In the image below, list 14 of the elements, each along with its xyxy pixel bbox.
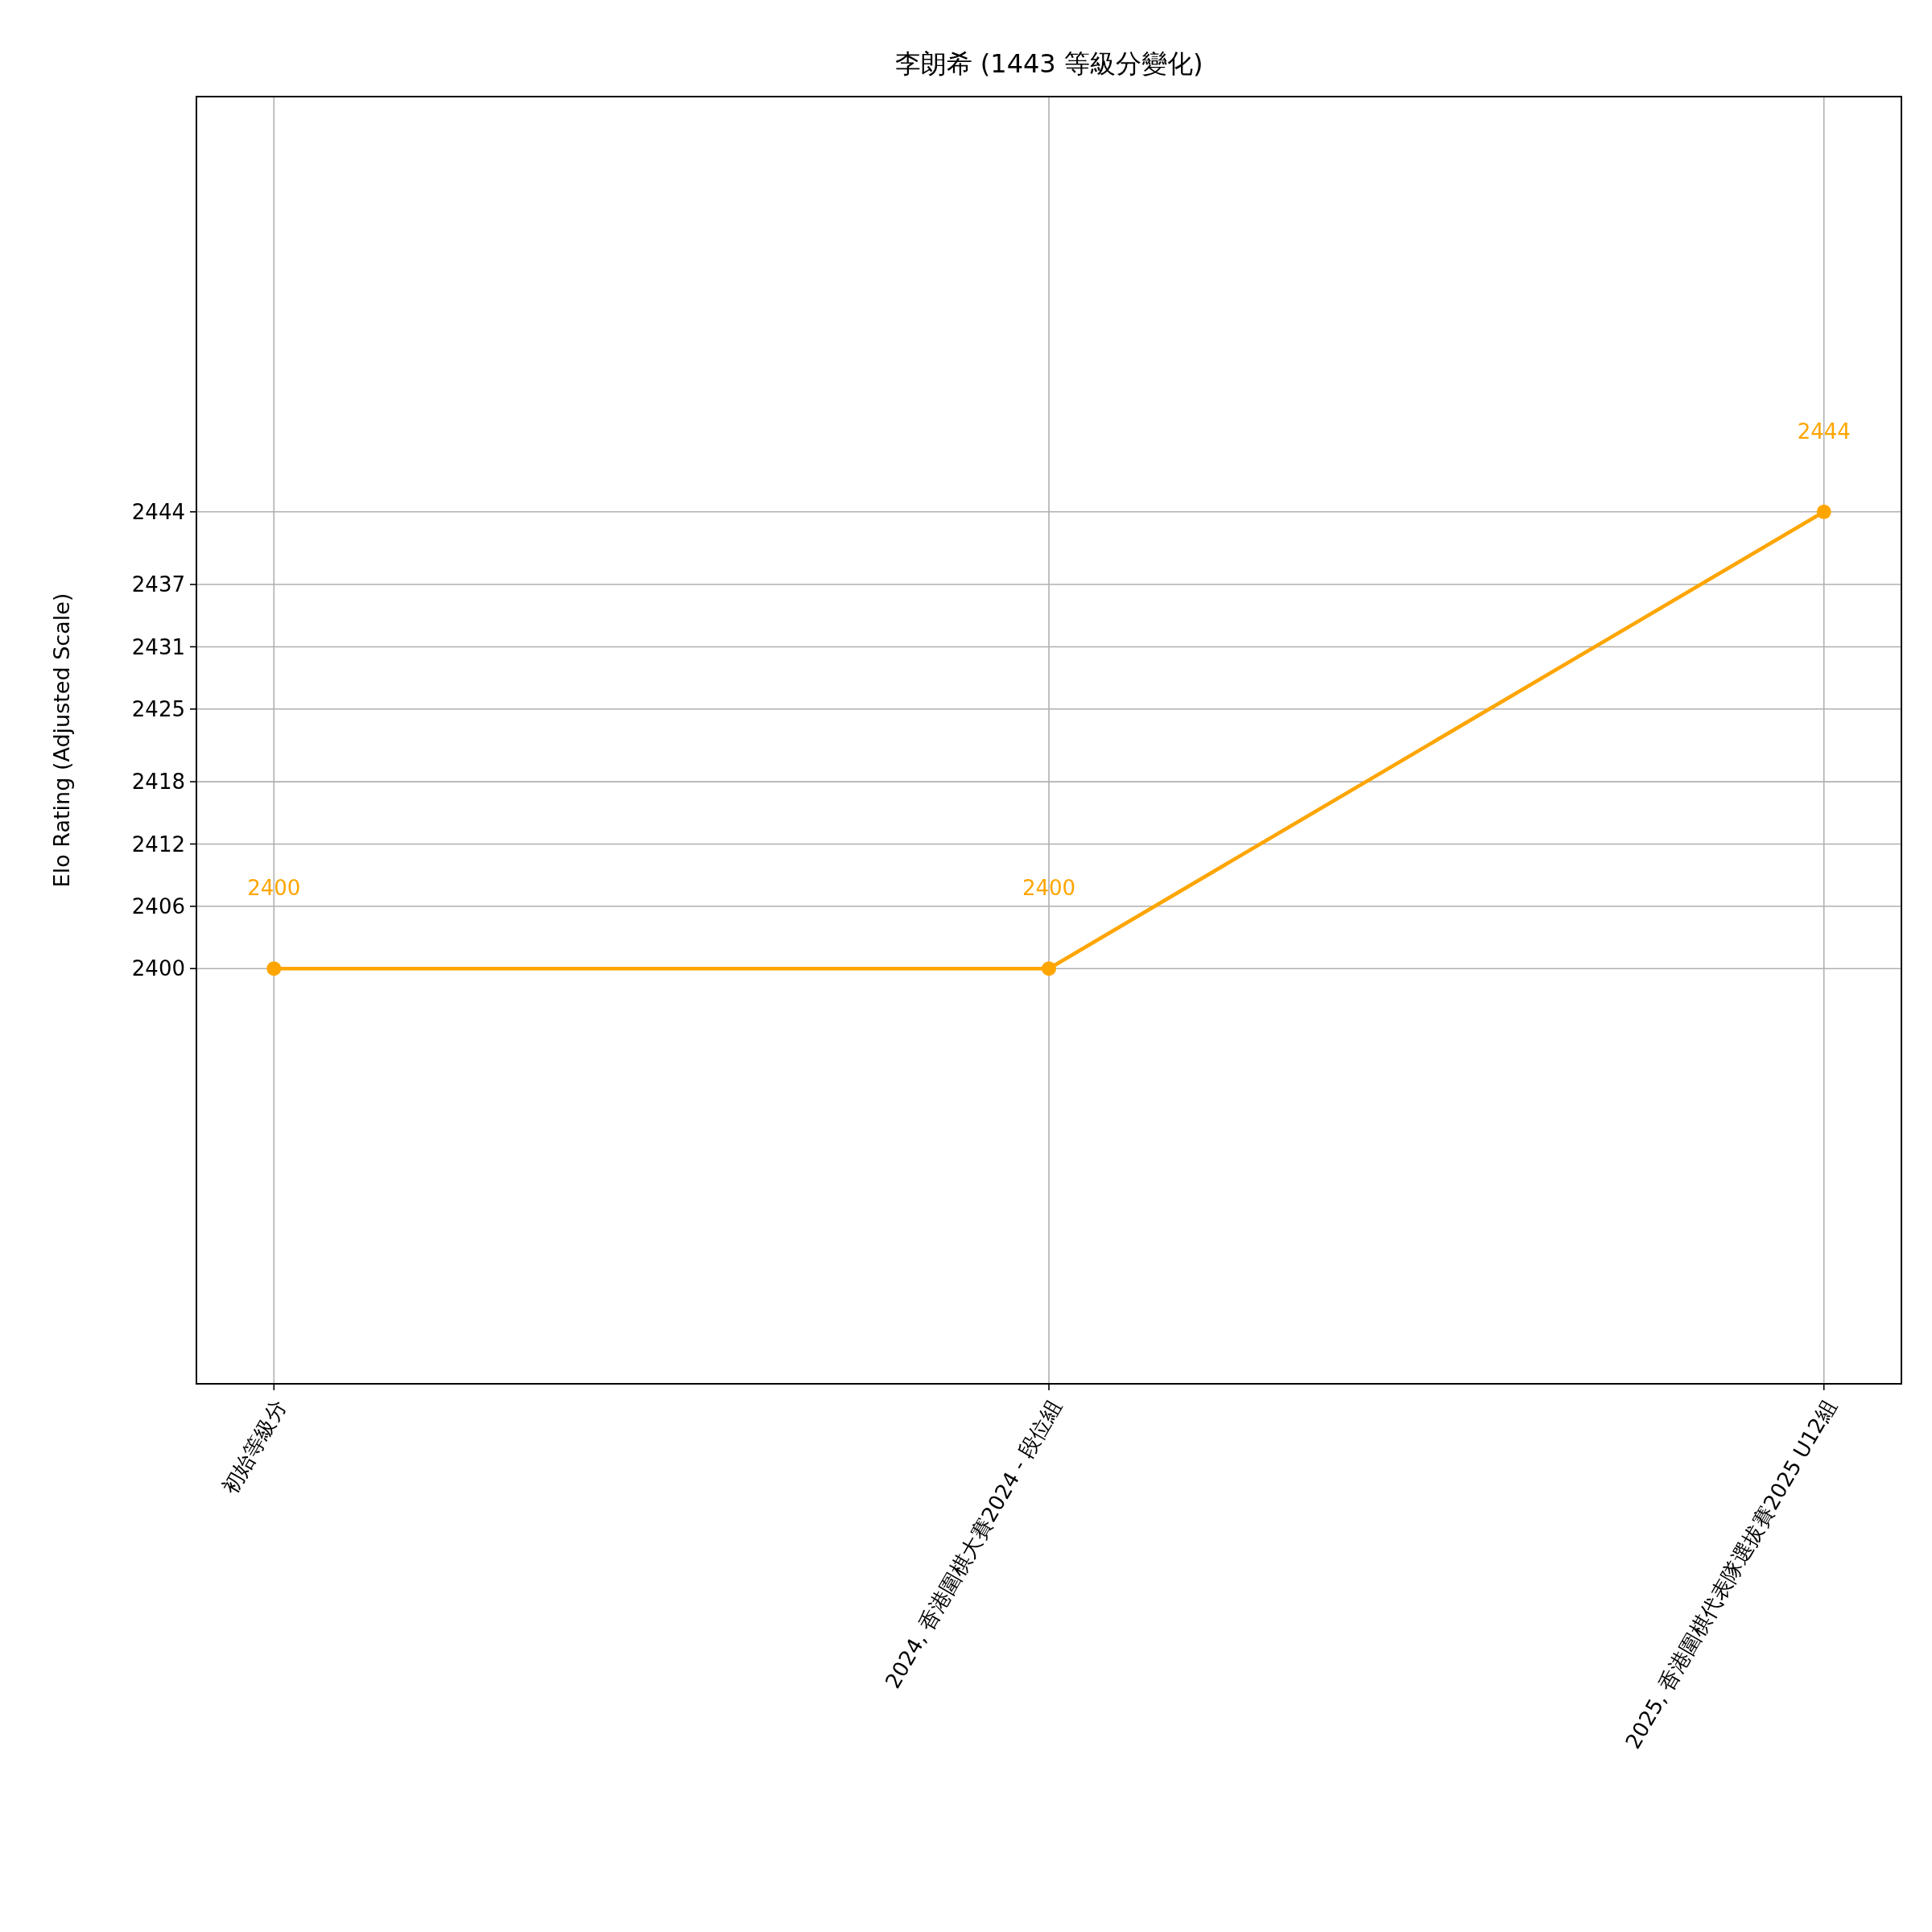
chart-title: 李朗希 (1443 等級分變化)	[894, 48, 1203, 79]
y-tick-label: 2425	[131, 696, 185, 721]
y-tick-label: 2444	[131, 499, 185, 524]
y-axis-title: Elo Rating (Adjusted Scale)	[49, 592, 74, 888]
y-tick-label: 2412	[131, 832, 185, 857]
annotation: 2444	[1797, 419, 1851, 444]
x-tick-label: 初始等級分	[217, 1395, 291, 1499]
y-tick-label: 2418	[131, 770, 185, 795]
annotation: 2400	[1022, 876, 1076, 901]
y-tick-label: 2400	[131, 956, 185, 981]
y-tick-label: 2437	[131, 572, 185, 597]
y-tick-label: 2431	[131, 634, 185, 659]
annotation: 2400	[247, 876, 301, 901]
y-tick-label: 2406	[131, 894, 185, 919]
